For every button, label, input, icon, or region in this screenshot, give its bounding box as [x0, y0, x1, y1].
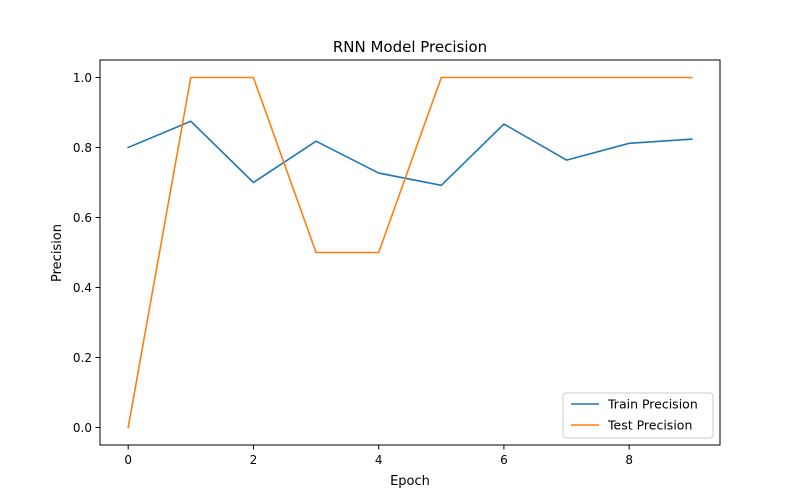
y-tick-label: 0.6	[73, 211, 92, 225]
x-tick-label: 6	[500, 453, 508, 467]
x-tick-label: 4	[375, 453, 383, 467]
y-tick-label: 1.0	[73, 71, 92, 85]
legend: Train Precision Test Precision	[562, 392, 714, 439]
y-tick-label: 0.0	[73, 421, 92, 435]
y-tick-label: 0.8	[73, 141, 92, 155]
x-tick-label: 0	[124, 453, 132, 467]
y-axis-label: Precision	[50, 224, 65, 282]
y-tick-label: 0.2	[73, 351, 92, 365]
legend-label-0: Train Precision	[607, 397, 698, 412]
legend-label-1: Test Precision	[607, 418, 692, 433]
y-tick-label: 0.4	[73, 281, 92, 295]
x-axis-ticks: 0 2 4 6 8	[124, 445, 633, 467]
series-line-0	[127, 120, 693, 187]
x-tick-label: 8	[625, 453, 633, 467]
chart-title: RNN Model Precision	[333, 38, 487, 56]
series-line-1	[127, 76, 693, 429]
x-tick-label: 2	[250, 453, 258, 467]
y-axis-ticks: 0.0 0.2 0.4 0.6 0.8 1.0	[73, 71, 100, 435]
legend-box	[562, 392, 714, 439]
plot-frame	[99, 59, 721, 446]
plot-lines	[127, 76, 693, 429]
x-axis-label: Epoch	[390, 474, 430, 489]
